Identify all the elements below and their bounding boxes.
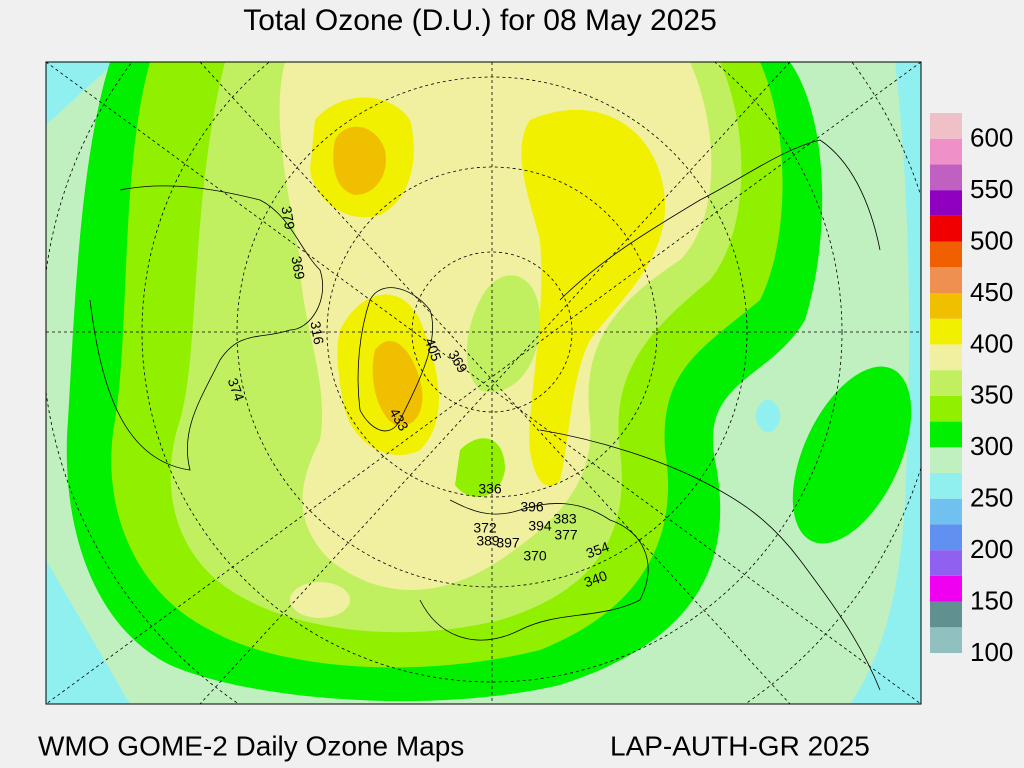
contour-425 xyxy=(333,126,386,195)
low-region xyxy=(46,560,130,704)
contour-400 xyxy=(521,109,666,487)
colorbar-swatch xyxy=(930,498,962,525)
colorbar-swatch xyxy=(930,164,962,191)
colorbar-tick-label: 200 xyxy=(970,534,1013,564)
contour-350 xyxy=(466,275,540,392)
station-value: 372 xyxy=(473,520,497,536)
map-frame xyxy=(45,61,922,705)
colorbar-swatch xyxy=(930,215,962,242)
station-value: 397 xyxy=(496,535,520,551)
footer-left: WMO GOME-2 Daily Ozone Maps xyxy=(38,730,464,761)
coastlines xyxy=(89,139,881,691)
station-value: 340 xyxy=(582,567,610,590)
colorbar-swatch xyxy=(930,447,962,473)
low-region xyxy=(46,62,115,125)
colorbar-tick-label: 250 xyxy=(970,483,1013,513)
colorbar-swatch xyxy=(930,473,962,499)
colorbar: 100 150 200 250 300 350 400 450 500 550 600 xyxy=(930,113,1013,667)
station-value: 396 xyxy=(520,499,544,515)
colorbar-swatch xyxy=(930,318,962,345)
station-value: 336 xyxy=(478,481,502,497)
colorbar-swatch xyxy=(930,293,962,319)
colorbar-swatch xyxy=(930,241,962,268)
colorbar-tick-label: 550 xyxy=(970,174,1013,204)
colorbar-swatch xyxy=(930,267,962,293)
station-value: 354 xyxy=(584,538,612,561)
station-value: 370 xyxy=(523,548,547,564)
graticule xyxy=(46,62,921,704)
colorbar-swatch xyxy=(930,550,962,576)
colorbar-tick-label: 400 xyxy=(970,328,1013,358)
station-value: 383 xyxy=(553,511,577,527)
station-value: 405 xyxy=(422,336,445,364)
colorbar-swatch xyxy=(930,113,962,139)
contour-300 xyxy=(792,366,912,544)
station-value: 377 xyxy=(554,527,578,543)
colorbar-swatch xyxy=(930,370,962,396)
colorbar-swatch xyxy=(930,421,962,448)
contour-375 xyxy=(290,582,350,618)
station-value: 394 xyxy=(528,518,552,534)
title: Total Ozone (D.U.) for 08 May 2025 xyxy=(243,4,717,37)
colorbar-tick-label: 600 xyxy=(970,123,1013,153)
colorbar-tick-label: 500 xyxy=(970,225,1013,255)
colorbar-swatch xyxy=(930,190,962,216)
colorbar-swatch xyxy=(930,395,962,422)
colorbar-tick-label: 300 xyxy=(970,431,1013,461)
footer-right: LAP-AUTH-GR 2025 xyxy=(610,730,870,761)
low-region xyxy=(850,62,921,704)
colorbar-swatch xyxy=(930,524,962,551)
station-value: 389 xyxy=(476,533,500,549)
low-region xyxy=(756,400,780,432)
colorbar-swatch xyxy=(930,627,962,653)
station-value: 369 xyxy=(288,255,308,281)
colorbar-swatch xyxy=(930,575,962,602)
contour-425 xyxy=(372,341,423,426)
colorbar-tick-label: 100 xyxy=(970,637,1013,667)
colorbar-swatch xyxy=(930,344,962,371)
colorbar-swatch xyxy=(930,601,962,628)
colorbar-tick-label: 150 xyxy=(970,585,1013,615)
station-value: 379 xyxy=(278,205,298,231)
station-value: 374 xyxy=(225,376,248,404)
contour-325 xyxy=(455,438,505,497)
colorbar-swatch xyxy=(930,138,962,165)
colorbar-tick-label: 350 xyxy=(970,380,1013,410)
colorbar-tick-label: 450 xyxy=(970,277,1013,307)
station-value: 316 xyxy=(307,320,327,346)
